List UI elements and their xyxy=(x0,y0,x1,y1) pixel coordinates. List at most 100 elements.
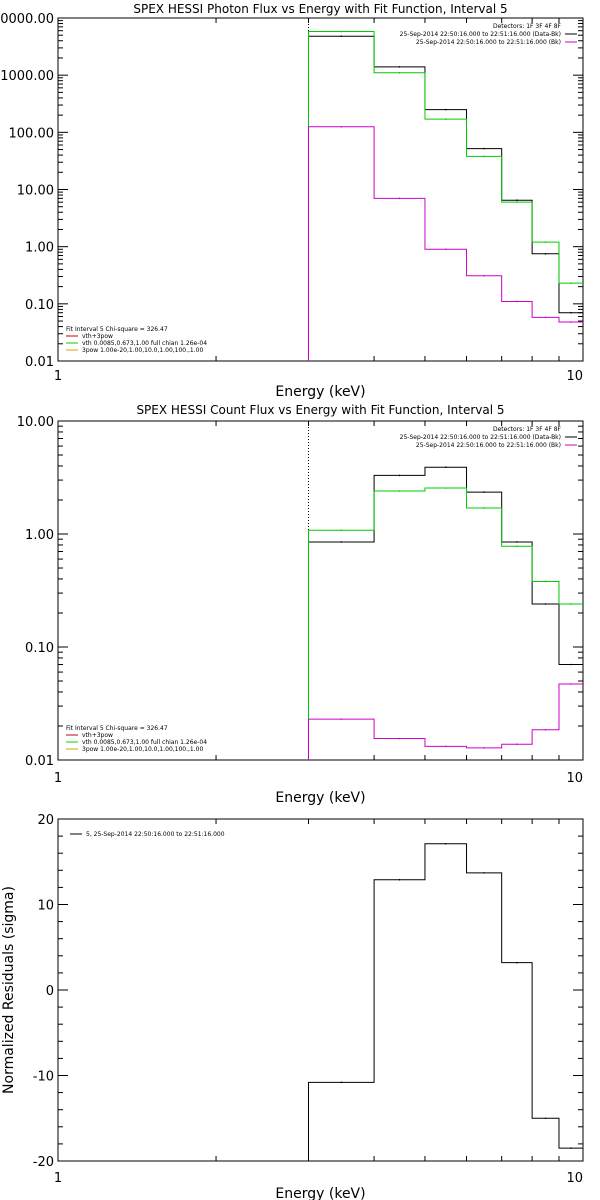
y-tick-label: -20 xyxy=(33,1155,54,1170)
series-1 xyxy=(307,35,583,361)
data-point xyxy=(398,197,401,200)
y-tick-label: 1.00 xyxy=(25,241,54,256)
series-1 xyxy=(307,466,583,760)
y-axis-label: Normalized Residuals (sigma) xyxy=(1,886,17,1094)
legend-top-right-text: Detectors: 1F 3F 4F 8F xyxy=(493,23,562,30)
data-point xyxy=(398,737,401,740)
y-tick-label: 0.10 xyxy=(25,641,54,656)
series-2 xyxy=(307,487,583,760)
series-line xyxy=(307,35,583,361)
data-point xyxy=(483,147,485,150)
legend-bottom-left-text: vth 0.0085,0.673,1.00 full chian 1.26e-0… xyxy=(82,340,207,347)
y-tick-label: 0.01 xyxy=(25,355,54,370)
data-point xyxy=(483,507,485,509)
plot-frame xyxy=(57,17,584,362)
data-point xyxy=(444,487,447,489)
data-point xyxy=(516,743,518,745)
y-tick-label: 20 xyxy=(37,813,54,828)
plot-frame xyxy=(57,818,584,1162)
y-tick-label: 10.00 xyxy=(17,184,54,199)
data-point xyxy=(483,491,485,493)
plot-frame xyxy=(57,420,584,761)
x-tick-label: 10 xyxy=(566,1171,583,1186)
data-point xyxy=(340,125,343,128)
data-point xyxy=(444,118,447,120)
data-point xyxy=(516,961,518,964)
data-point xyxy=(516,199,518,201)
legend-top-right-text: 25-Sep-2014 22:50:16.000 to 22:51:16.000… xyxy=(400,31,561,38)
data-point xyxy=(570,311,572,314)
data-point xyxy=(570,683,572,685)
series-3 xyxy=(307,125,583,361)
panel-2: SPEX HESSI Count Flux vs Energy with Fit… xyxy=(17,403,584,806)
chart-title: SPEX HESSI Count Flux vs Energy with Fit… xyxy=(136,403,504,417)
data-point xyxy=(340,541,343,543)
data-point xyxy=(398,490,401,492)
legend-top-right-text: 25-Sep-2014 22:50:16.000 to 22:51:16.000… xyxy=(416,39,561,46)
x-tick-label: 1 xyxy=(54,369,62,384)
y-tick-label: 10 xyxy=(37,899,54,914)
data-point xyxy=(483,274,485,277)
data-point xyxy=(340,529,343,532)
legend-top-right-text: 25-Sep-2014 22:50:16.000 to 22:51:16.000… xyxy=(416,442,561,449)
data-point xyxy=(444,842,447,845)
data-point xyxy=(544,1117,547,1120)
y-tick-label: 0.01 xyxy=(25,754,54,769)
legend-bottom-left-text: 3pow 1.00e-20,1.00,10.0,1.00,100.,1.00 xyxy=(82,347,203,354)
data-point xyxy=(483,155,485,158)
data-point xyxy=(570,603,572,605)
series-line xyxy=(307,683,583,760)
legend-bottom-left-text: vth+3pow xyxy=(82,732,113,739)
series-3 xyxy=(307,683,583,760)
series-2 xyxy=(307,30,583,361)
data-point xyxy=(483,872,485,874)
data-point xyxy=(340,30,343,33)
legend-bottom-left-text: vth+3pow xyxy=(82,333,113,340)
x-tick-label: 10 xyxy=(566,369,583,384)
y-tick-label: -10 xyxy=(33,1070,54,1085)
series-line xyxy=(307,126,583,361)
legend-bottom-left-text: vth 0.0085,0.673,1.00 full chian 1.26e-0… xyxy=(82,739,207,746)
data-point xyxy=(516,201,518,203)
legend-bottom-left-text: 3pow 1.00e-20,1.00,10.0,1.00,100.,1.00 xyxy=(82,746,203,753)
series-line xyxy=(307,31,583,361)
data-point xyxy=(398,72,401,74)
legend-bottom-left-text: Fit Interval 5 Chi-square = 326.47 xyxy=(66,326,168,333)
y-tick-label: 100.00 xyxy=(9,126,55,141)
series-line xyxy=(307,843,583,1161)
data-point xyxy=(444,108,447,111)
x-tick-label: 10 xyxy=(566,771,583,786)
x-axis-label: Energy (keV) xyxy=(275,384,365,400)
series-line xyxy=(307,466,583,760)
y-tick-label: 1.00 xyxy=(25,528,54,543)
data-point xyxy=(544,729,547,731)
data-point xyxy=(516,545,518,547)
y-tick-label: 10.00 xyxy=(17,415,54,430)
data-point xyxy=(444,745,447,748)
data-point xyxy=(544,241,547,243)
panel-1: SPEX HESSI Photon Flux vs Energy with Fi… xyxy=(0,2,584,400)
legend-bottom-left-text: Fit Interval 5 Chi-square = 326.47 xyxy=(66,725,168,732)
x-axis-label: Energy (keV) xyxy=(275,790,365,806)
data-point xyxy=(444,466,447,469)
data-point xyxy=(570,663,572,666)
data-point xyxy=(340,1081,343,1084)
data-point xyxy=(398,474,401,477)
data-point xyxy=(398,878,401,881)
legend-top-left-text: 5, 25-Sep-2014 22:50:16.000 to 22:51:16.… xyxy=(86,831,225,838)
y-tick-label: 0.10 xyxy=(25,298,54,313)
data-point xyxy=(340,718,343,720)
x-tick-label: 1 xyxy=(54,1171,62,1186)
data-point xyxy=(544,603,547,605)
data-point xyxy=(516,541,518,543)
x-axis-label: Energy (keV) xyxy=(275,1186,365,1200)
data-point xyxy=(570,282,572,284)
data-point xyxy=(544,253,547,255)
panel-3: -20 -10 0 10 20 1 10 Energy (keV) Normalized Res… xyxy=(1,813,584,1200)
data-point xyxy=(444,248,447,251)
y-tick-label: 1000.00 xyxy=(0,69,54,84)
data-point xyxy=(483,747,485,749)
data-point xyxy=(570,321,572,323)
series-1 xyxy=(307,842,583,1161)
